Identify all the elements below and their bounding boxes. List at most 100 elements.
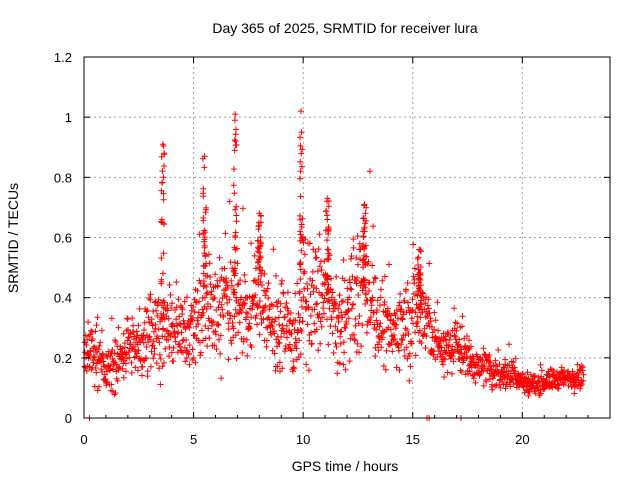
data-point bbox=[187, 321, 194, 328]
data-point bbox=[147, 291, 154, 298]
data-point bbox=[156, 351, 163, 358]
data-point bbox=[363, 329, 370, 336]
data-point bbox=[328, 316, 335, 323]
data-point bbox=[324, 256, 331, 263]
data-point bbox=[289, 321, 296, 328]
data-point bbox=[202, 273, 209, 280]
data-point bbox=[233, 141, 240, 148]
data-point bbox=[326, 305, 333, 312]
data-point bbox=[233, 218, 240, 225]
data-point bbox=[362, 300, 369, 307]
data-point bbox=[197, 280, 204, 287]
data-point bbox=[144, 307, 151, 314]
data-point bbox=[330, 349, 337, 356]
data-point bbox=[118, 348, 125, 355]
data-point bbox=[317, 318, 324, 325]
data-point bbox=[134, 350, 141, 357]
data-point bbox=[212, 271, 219, 278]
data-point bbox=[234, 260, 241, 267]
data-point bbox=[200, 230, 207, 237]
data-point bbox=[297, 158, 304, 165]
data-point bbox=[318, 323, 325, 330]
data-point bbox=[325, 225, 332, 232]
data-point bbox=[179, 337, 186, 344]
data-point bbox=[91, 343, 98, 350]
data-point bbox=[136, 305, 143, 312]
data-point bbox=[91, 354, 98, 361]
data-point bbox=[297, 142, 304, 149]
data-point bbox=[288, 347, 295, 354]
data-point bbox=[162, 345, 169, 352]
data-point bbox=[305, 367, 312, 374]
data-point bbox=[230, 291, 237, 298]
data-point bbox=[404, 299, 411, 306]
data-point bbox=[354, 232, 361, 239]
data-point bbox=[411, 265, 418, 272]
data-point bbox=[125, 349, 132, 356]
data-point bbox=[411, 276, 418, 283]
data-point bbox=[345, 315, 352, 322]
data-point bbox=[200, 278, 207, 285]
data-point bbox=[170, 345, 177, 352]
data-point bbox=[432, 317, 439, 324]
data-point bbox=[201, 164, 208, 171]
data-point bbox=[320, 310, 327, 317]
data-point bbox=[361, 281, 368, 288]
data-point bbox=[201, 250, 208, 257]
data-point bbox=[580, 378, 587, 385]
data-point bbox=[227, 312, 234, 319]
data-point bbox=[261, 304, 268, 311]
data-point bbox=[166, 344, 173, 351]
data-point bbox=[467, 343, 474, 350]
data-point bbox=[335, 305, 342, 312]
data-point bbox=[474, 353, 481, 360]
data-point bbox=[301, 251, 308, 258]
data-point bbox=[114, 377, 121, 384]
data-point bbox=[316, 231, 323, 238]
data-point bbox=[365, 288, 372, 295]
data-point bbox=[370, 279, 377, 286]
data-point bbox=[459, 313, 466, 320]
data-point bbox=[312, 255, 319, 262]
data-point bbox=[343, 320, 350, 327]
data-point bbox=[376, 339, 383, 346]
data-point bbox=[226, 296, 233, 303]
data-point bbox=[201, 242, 208, 249]
data-point bbox=[424, 302, 431, 309]
data-point bbox=[169, 320, 176, 327]
data-point bbox=[218, 375, 225, 382]
data-point bbox=[232, 234, 239, 241]
data-point bbox=[297, 276, 304, 283]
data-point bbox=[202, 323, 209, 330]
data-point bbox=[308, 329, 315, 336]
data-point bbox=[458, 346, 465, 353]
data-point bbox=[209, 319, 216, 326]
y-tick-label: 0.6 bbox=[54, 231, 72, 246]
data-point bbox=[300, 239, 307, 246]
data-point bbox=[217, 332, 224, 339]
data-point bbox=[157, 355, 164, 362]
data-point bbox=[88, 327, 95, 334]
data-point bbox=[99, 368, 106, 375]
data-point bbox=[438, 344, 445, 351]
data-point bbox=[236, 319, 243, 326]
data-point bbox=[512, 355, 519, 362]
data-point bbox=[103, 380, 110, 387]
data-point bbox=[358, 343, 365, 350]
data-point bbox=[275, 339, 282, 346]
data-point bbox=[295, 310, 302, 317]
data-point bbox=[465, 346, 472, 353]
data-point bbox=[93, 322, 100, 329]
data-point bbox=[345, 306, 352, 313]
data-point bbox=[241, 271, 248, 278]
data-point bbox=[158, 255, 165, 262]
data-point bbox=[346, 279, 353, 286]
data-point bbox=[356, 313, 363, 320]
data-point bbox=[372, 275, 379, 282]
data-point bbox=[173, 304, 180, 311]
data-point bbox=[182, 358, 189, 365]
data-point bbox=[268, 319, 275, 326]
data-point bbox=[189, 314, 196, 321]
data-point bbox=[486, 352, 493, 359]
